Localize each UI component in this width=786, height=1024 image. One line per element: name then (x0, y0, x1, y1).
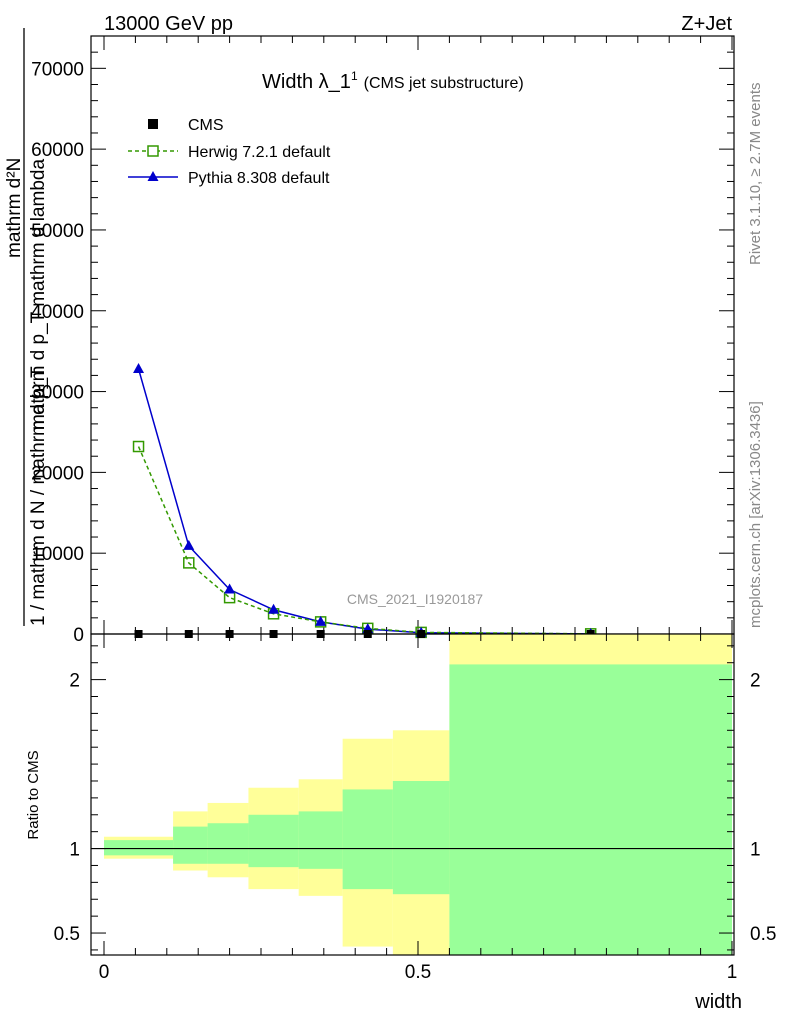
main-ylabel: mathrm d²N mathrm d p_T mathrm d lambda … (4, 28, 49, 626)
y-tick-label: 70000 (31, 59, 84, 80)
analysis-id: CMS_2021_I1920187 (347, 591, 483, 607)
ratio-y-tick-label: 2 (69, 671, 80, 692)
ratio-band-inner (173, 826, 208, 864)
x-tick-label: 1 (727, 962, 738, 983)
ratio-plot: 0.5 0.5 1 1 2 2 0 0.5 1 Ratio to CMS width (25, 633, 776, 1013)
pythia-point (183, 539, 195, 550)
ratio-y-tick-label-right: 1 (750, 840, 761, 861)
ylabel-bottom: 1 / mathrm d N / mathrm d p_T (28, 366, 49, 626)
rivet-label: Rivet 3.1.10, ≥ 2.7M events (747, 83, 764, 266)
chart-title: Width λ_11 (CMS jet substructure) (262, 69, 524, 93)
ylabel-mid: mathrm d p_T mathrm d lambda (28, 159, 49, 430)
x-tick-label: 0.5 (405, 962, 431, 983)
ratio-band-inner (449, 664, 732, 955)
ratio-y-tick-label: 1 (69, 840, 80, 861)
ratio-ylabel: Ratio to CMS (25, 750, 42, 839)
pythia-point (315, 615, 327, 626)
herwig-point (132, 440, 145, 453)
header-left: 13000 GeV pp (104, 13, 233, 35)
ratio-ticks: 0.5 0.5 1 1 2 2 0 0.5 1 (54, 634, 776, 983)
main-y-ticks: 0 10000 20000 30000 40000 50000 60000 70000 (31, 35, 734, 646)
legend: CMS Herwig 7.2.1 default Pythia 8.308 defa… (128, 117, 331, 187)
legend-pythia-marker (147, 171, 159, 181)
legend-label-pythia: Pythia 8.308 default (188, 170, 330, 187)
y-tick-label: 60000 (31, 140, 84, 161)
ratio-band-inner (207, 823, 249, 864)
ratio-band-inner (248, 814, 299, 868)
ratio-band-inner (392, 780, 450, 895)
x-tick-label: 0 (99, 962, 110, 983)
y-tick-label: 0 (73, 625, 84, 646)
ratio-y-tick-label-right: 2 (750, 671, 761, 692)
main-plot: 0 10000 20000 30000 40000 50000 60000 70000 Wid… (31, 35, 735, 646)
herwig-point (183, 557, 195, 569)
ratio-frame (90, 633, 735, 956)
ratio-bands (104, 634, 732, 955)
ratio-y-tick-label: 0.5 (54, 924, 80, 945)
pythia-point (224, 583, 236, 594)
header-right: Z+Jet (681, 13, 732, 35)
y-tick-label: 50000 (31, 221, 84, 242)
ratio-band-inner (342, 789, 393, 890)
ylabel-top: mathrm d²N (4, 158, 25, 258)
x-axis-label: width (694, 991, 742, 1013)
ratio-band-inner (298, 811, 343, 869)
legend-label-cms: CMS (188, 117, 224, 134)
y-tick-label: 20000 (31, 463, 84, 484)
mcplots-label: mcplots.cern.ch [arXiv:1306.3436] (747, 401, 764, 628)
pythia-point (133, 362, 145, 373)
ratio-y-tick-label-right: 0.5 (750, 924, 776, 945)
legend-herwig-marker (147, 145, 159, 157)
ratio-band-inner (104, 840, 174, 856)
legend-label-herwig: Herwig 7.2.1 default (188, 144, 331, 161)
legend-cms-marker (148, 119, 158, 129)
herwig-line (137, 446, 591, 635)
y-tick-label: 40000 (31, 302, 84, 323)
pythia-point (268, 603, 280, 614)
y-tick-label: 10000 (31, 544, 84, 565)
y-tick-label: 30000 (31, 383, 84, 404)
